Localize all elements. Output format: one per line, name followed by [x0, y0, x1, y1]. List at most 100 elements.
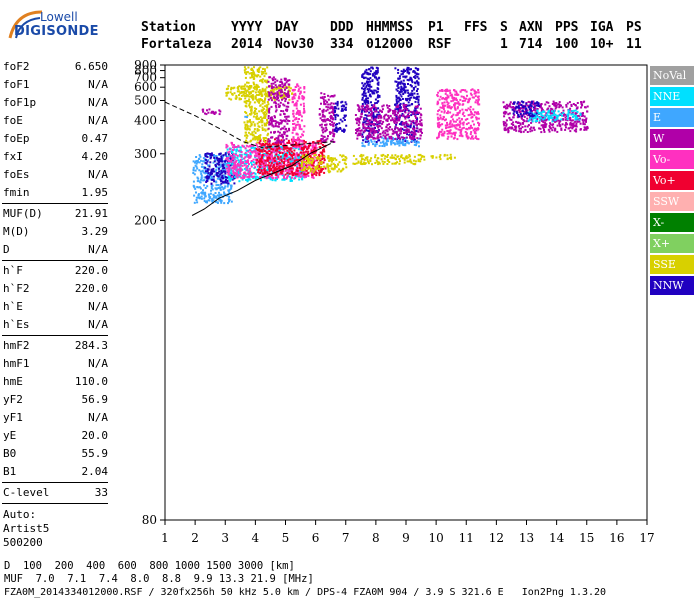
echo-point: [272, 119, 275, 122]
echo-point: [287, 79, 290, 82]
echo-point: [456, 106, 459, 109]
echo-point: [548, 105, 551, 108]
echo-point: [256, 75, 259, 78]
echo-point: [291, 147, 294, 150]
echo-point: [289, 87, 292, 90]
echo-point: [313, 146, 316, 149]
hdr-label-day: DAY: [275, 20, 299, 35]
echo-point: [267, 115, 270, 117]
echo-point: [555, 120, 558, 123]
echo-point: [413, 96, 416, 99]
echo-point: [474, 92, 477, 95]
echo-point: [339, 127, 342, 130]
echo-point: [220, 199, 223, 202]
echo-point: [258, 99, 261, 102]
echo-point: [278, 123, 281, 126]
echo-point: [219, 160, 222, 163]
echo-point: [318, 171, 321, 174]
echo-point: [414, 77, 417, 80]
echo-point: [317, 161, 320, 164]
echo-point: [291, 158, 294, 161]
echo-point: [260, 121, 263, 124]
echo-point: [264, 97, 267, 100]
echo-point: [362, 123, 365, 126]
echo-point: [244, 156, 247, 159]
echo-point: [285, 105, 288, 108]
echo-point: [300, 175, 303, 178]
echo-point: [262, 107, 265, 110]
echo-point: [407, 95, 410, 97]
echo-point: [233, 182, 236, 185]
echo-point: [390, 119, 392, 122]
echo-point: [401, 140, 404, 143]
echo-point: [305, 153, 308, 156]
echo-point: [340, 109, 343, 112]
echo-point: [363, 72, 366, 75]
echo-point: [312, 158, 315, 161]
echo-point: [287, 115, 290, 118]
echo-point: [196, 176, 199, 179]
echo-point: [292, 119, 295, 122]
echo-point: [321, 158, 324, 161]
echo-point: [196, 159, 199, 162]
echo-point: [302, 134, 304, 137]
hdr-value-ps: 11: [626, 37, 642, 52]
echo-point: [203, 179, 206, 182]
echo-point: [366, 129, 369, 132]
echo-point: [219, 163, 222, 166]
echo-point: [441, 133, 444, 136]
echo-point: [203, 193, 206, 196]
echo-point: [373, 104, 376, 106]
echo-point: [247, 154, 250, 157]
echo-point: [467, 122, 470, 125]
echo-point: [442, 104, 444, 107]
echo-point: [560, 127, 563, 130]
echo-point: [460, 95, 463, 98]
echo-point: [229, 178, 232, 181]
echo-point: [507, 113, 510, 116]
echo-point: [364, 110, 367, 113]
echo-point: [276, 94, 279, 97]
echo-point: [458, 126, 461, 129]
echo-point: [213, 160, 216, 163]
echo-point: [253, 130, 256, 133]
echo-point: [371, 136, 374, 139]
echo-point: [206, 170, 209, 172]
echo-point: [564, 128, 567, 131]
echo-point: [375, 66, 378, 69]
echo-point: [412, 70, 415, 73]
echo-point: [321, 140, 324, 143]
echo-point: [366, 100, 369, 102]
echo-point: [374, 156, 376, 159]
echo-point: [231, 142, 233, 145]
echo-point: [196, 201, 199, 204]
echo-point: [339, 154, 342, 157]
echo-point: [226, 148, 229, 151]
echo-point: [221, 174, 224, 177]
echo-point: [332, 159, 335, 161]
echo-point: [274, 101, 277, 104]
echo-point: [288, 151, 291, 154]
param-name: yE: [3, 429, 17, 442]
echo-point: [233, 177, 236, 180]
echo-point: [308, 159, 311, 162]
echo-point: [258, 110, 261, 113]
echo-point: [471, 113, 474, 116]
echo-point: [268, 158, 271, 161]
echo-point: [273, 148, 276, 151]
param-name: foEp: [3, 132, 30, 145]
echo-point: [261, 102, 264, 105]
echo-point: [332, 117, 334, 120]
echo-point: [437, 134, 440, 137]
echo-point: [396, 89, 399, 92]
echo-point: [302, 130, 305, 133]
echo-point: [372, 118, 375, 121]
echo-point: [211, 175, 214, 178]
echo-point: [519, 123, 522, 126]
echo-point: [446, 121, 448, 124]
echo-point: [545, 123, 548, 126]
echo-point: [308, 158, 311, 160]
echo-point: [303, 154, 306, 156]
echo-point: [216, 201, 219, 204]
echo-point: [247, 159, 249, 162]
